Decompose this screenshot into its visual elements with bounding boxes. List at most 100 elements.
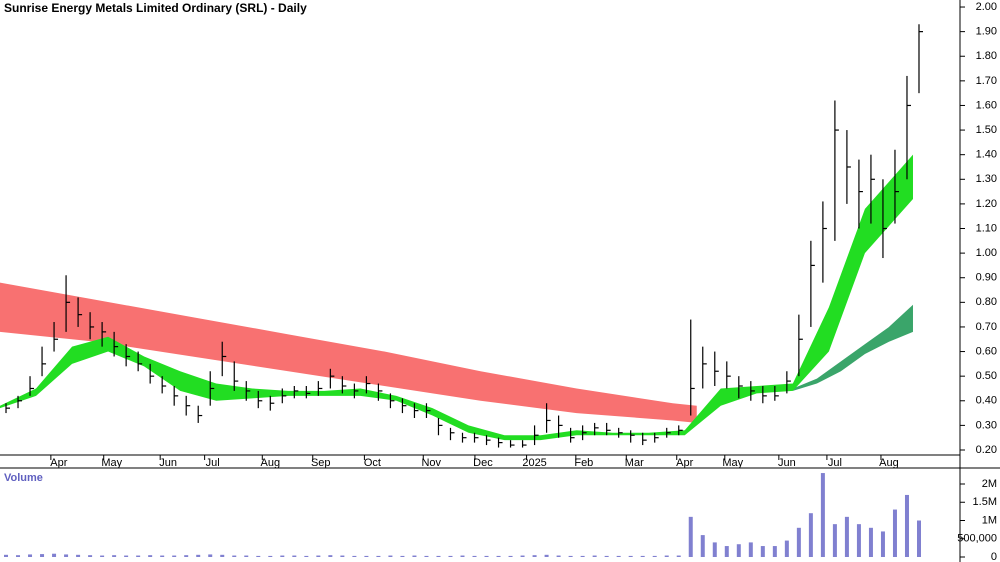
volume-bar xyxy=(436,555,441,557)
volume-bar xyxy=(424,555,429,557)
y-tick-label: 500,000 xyxy=(957,533,997,545)
y-tick-label: 1.30 xyxy=(976,173,997,185)
chart-title: Sunrise Energy Metals Limited Ordinary (… xyxy=(4,1,307,15)
volume-bar xyxy=(616,555,621,557)
volume-bar xyxy=(112,555,117,557)
volume-bar xyxy=(52,553,57,557)
volume-bar xyxy=(460,555,465,557)
volume-bar xyxy=(796,527,801,557)
volume-bar xyxy=(376,555,381,557)
y-tick-label: 1.60 xyxy=(976,99,997,111)
x-tick-label: Jul xyxy=(206,457,220,469)
y-tick-label: 0.20 xyxy=(976,444,997,456)
x-tick-label: Apr xyxy=(676,457,693,469)
volume-bar xyxy=(388,555,393,557)
volume-bar xyxy=(712,542,717,557)
volume-bar xyxy=(232,555,237,557)
volume-bar xyxy=(700,535,705,557)
volume-bar xyxy=(532,555,537,557)
volume-bar xyxy=(760,546,765,557)
volume-bar xyxy=(136,555,141,557)
y-tick-label: 1.10 xyxy=(976,222,997,234)
y-tick-label: 0.70 xyxy=(976,321,997,333)
y-tick-label: 0.40 xyxy=(976,395,997,407)
volume-bar xyxy=(220,554,225,557)
volume-bar xyxy=(484,555,489,557)
volume-bar xyxy=(556,555,561,557)
volume-bar xyxy=(256,555,261,557)
volume-bar xyxy=(100,555,105,557)
x-tick-label: May xyxy=(722,457,743,469)
y-tick-label: 1.5M xyxy=(973,496,997,508)
y-tick-label: 0.30 xyxy=(976,419,997,431)
volume-bar xyxy=(124,555,129,557)
x-tick-label: Aug xyxy=(879,457,899,469)
volume-bar xyxy=(16,555,21,557)
volume-bar xyxy=(640,555,645,557)
volume-bar xyxy=(448,555,453,557)
volume-bar xyxy=(28,554,33,557)
y-tick-label: 1M xyxy=(982,514,997,526)
volume-bar xyxy=(196,554,201,557)
volume-bar xyxy=(292,555,297,557)
volume-bar xyxy=(592,555,597,557)
volume-bar xyxy=(148,555,153,557)
volume-bar xyxy=(820,473,825,557)
x-tick-label: Dec xyxy=(473,457,493,469)
y-tick-label: 0.50 xyxy=(976,370,997,382)
volume-bar xyxy=(304,555,309,557)
volume-bar xyxy=(76,554,81,557)
volume-bar xyxy=(160,555,165,557)
y-tick-label: 1.40 xyxy=(976,149,997,161)
volume-bar xyxy=(268,555,273,557)
volume-bar xyxy=(580,555,585,557)
volume-bar xyxy=(892,509,897,557)
volume-bar xyxy=(904,494,909,557)
volume-bar xyxy=(244,555,249,557)
volume-bar xyxy=(664,555,669,557)
y-tick-label: 1.00 xyxy=(976,247,997,259)
volume-bar xyxy=(400,555,405,557)
y-tick-label: 0.80 xyxy=(976,296,997,308)
y-tick-label: 1.80 xyxy=(976,50,997,62)
x-tick-label: Apr xyxy=(50,457,67,469)
volume-bar xyxy=(688,516,693,557)
volume-bar xyxy=(496,555,501,557)
volume-bar xyxy=(508,555,513,557)
x-tick-label: Nov xyxy=(421,457,441,469)
y-tick-label: 1.90 xyxy=(976,26,997,38)
volume-bar xyxy=(40,554,45,557)
volume-bar xyxy=(4,554,9,557)
x-tick-label: 2025 xyxy=(522,457,546,469)
volume-bar xyxy=(280,555,285,557)
volume-bar xyxy=(652,555,657,557)
volume-bar xyxy=(856,524,861,557)
x-tick-label: Feb xyxy=(574,457,593,469)
volume-bar xyxy=(64,554,69,557)
volume-bar xyxy=(724,546,729,557)
volume-bar xyxy=(868,527,873,557)
volume-bar xyxy=(316,555,321,557)
y-tick-label: 1.70 xyxy=(976,75,997,87)
volume-bar xyxy=(340,555,345,557)
volume-bar xyxy=(184,555,189,557)
volume-bar xyxy=(808,513,813,557)
y-tick-label: 1.20 xyxy=(976,198,997,210)
y-tick-label: 0 xyxy=(991,551,997,562)
x-tick-label: Aug xyxy=(261,457,281,469)
x-tick-label: Mar xyxy=(625,457,644,469)
volume-bar xyxy=(628,555,633,557)
y-tick-label: 0.60 xyxy=(976,345,997,357)
y-tick-label: 0.90 xyxy=(976,272,997,284)
y-tick-label: 2M xyxy=(982,478,997,490)
volume-bar xyxy=(748,542,753,557)
volume-bar xyxy=(772,546,777,557)
y-tick-label: 1.50 xyxy=(976,124,997,136)
volume-bar xyxy=(172,555,177,557)
volume-title: Volume xyxy=(4,472,43,484)
y-tick-label: 2.00 xyxy=(976,1,997,13)
volume-bar xyxy=(412,555,417,557)
x-tick-label: Jul xyxy=(828,457,842,469)
ribbon-band xyxy=(0,282,697,423)
volume-bar xyxy=(544,554,549,557)
